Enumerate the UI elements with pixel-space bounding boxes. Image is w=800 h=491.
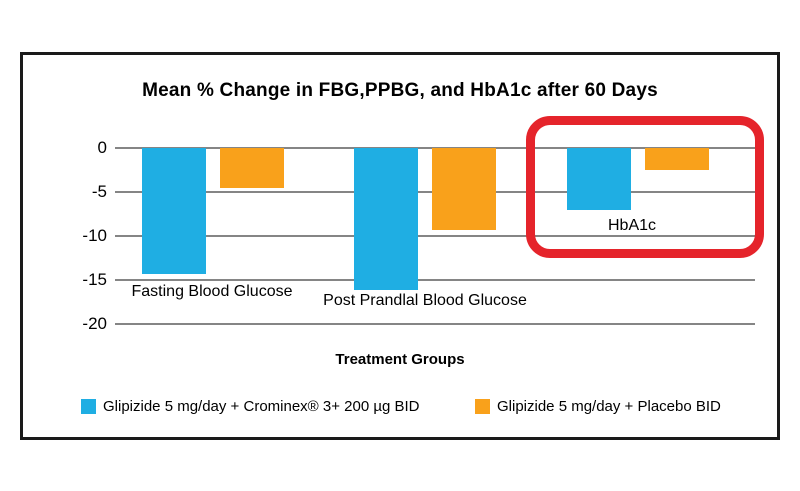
legend-label: Glipizide 5 mg/day + Placebo BID [497, 398, 721, 415]
bar-series1-hba1c [567, 147, 631, 210]
x-axis-title: Treatment Groups [335, 351, 465, 368]
chart-title: Mean % Change in FBG,PPBG, and HbA1c aft… [142, 80, 658, 101]
legend-label: Glipizide 5 mg/day + Crominex® 3+ 200 µg… [103, 398, 420, 415]
gridline-y--20 [115, 322, 755, 325]
y-tick-label: 0 [97, 137, 107, 157]
bar-series2-fasting-blood-glucose [220, 147, 284, 188]
gridline-y--10 [115, 234, 755, 237]
y-tick-label: -15 [82, 269, 107, 289]
legend-item-2: Glipizide 5 mg/day + Placebo BID [475, 398, 721, 415]
y-tick-label: -10 [82, 225, 107, 245]
gridline-y--15 [115, 278, 755, 281]
bar-series1-post-prandlal-blood-glucose [354, 147, 418, 291]
category-label-post-prandlal-blood-glucose: Post Prandlal Blood Glucose [323, 292, 527, 309]
bar-series2-hba1c [645, 147, 709, 170]
legend-swatch-icon [475, 399, 490, 414]
bar-series2-post-prandlal-blood-glucose [432, 147, 496, 231]
legend-swatch-icon [81, 399, 96, 414]
y-tick-label: -20 [82, 313, 107, 333]
category-label-hba1c: HbA1c [607, 217, 657, 234]
bar-series1-fasting-blood-glucose [142, 147, 206, 275]
legend-item-1: Glipizide 5 mg/day + Crominex® 3+ 200 µg… [81, 398, 420, 415]
category-label-fasting-blood-glucose: Fasting Blood Glucose [131, 283, 293, 300]
y-tick-label: -5 [91, 181, 107, 201]
